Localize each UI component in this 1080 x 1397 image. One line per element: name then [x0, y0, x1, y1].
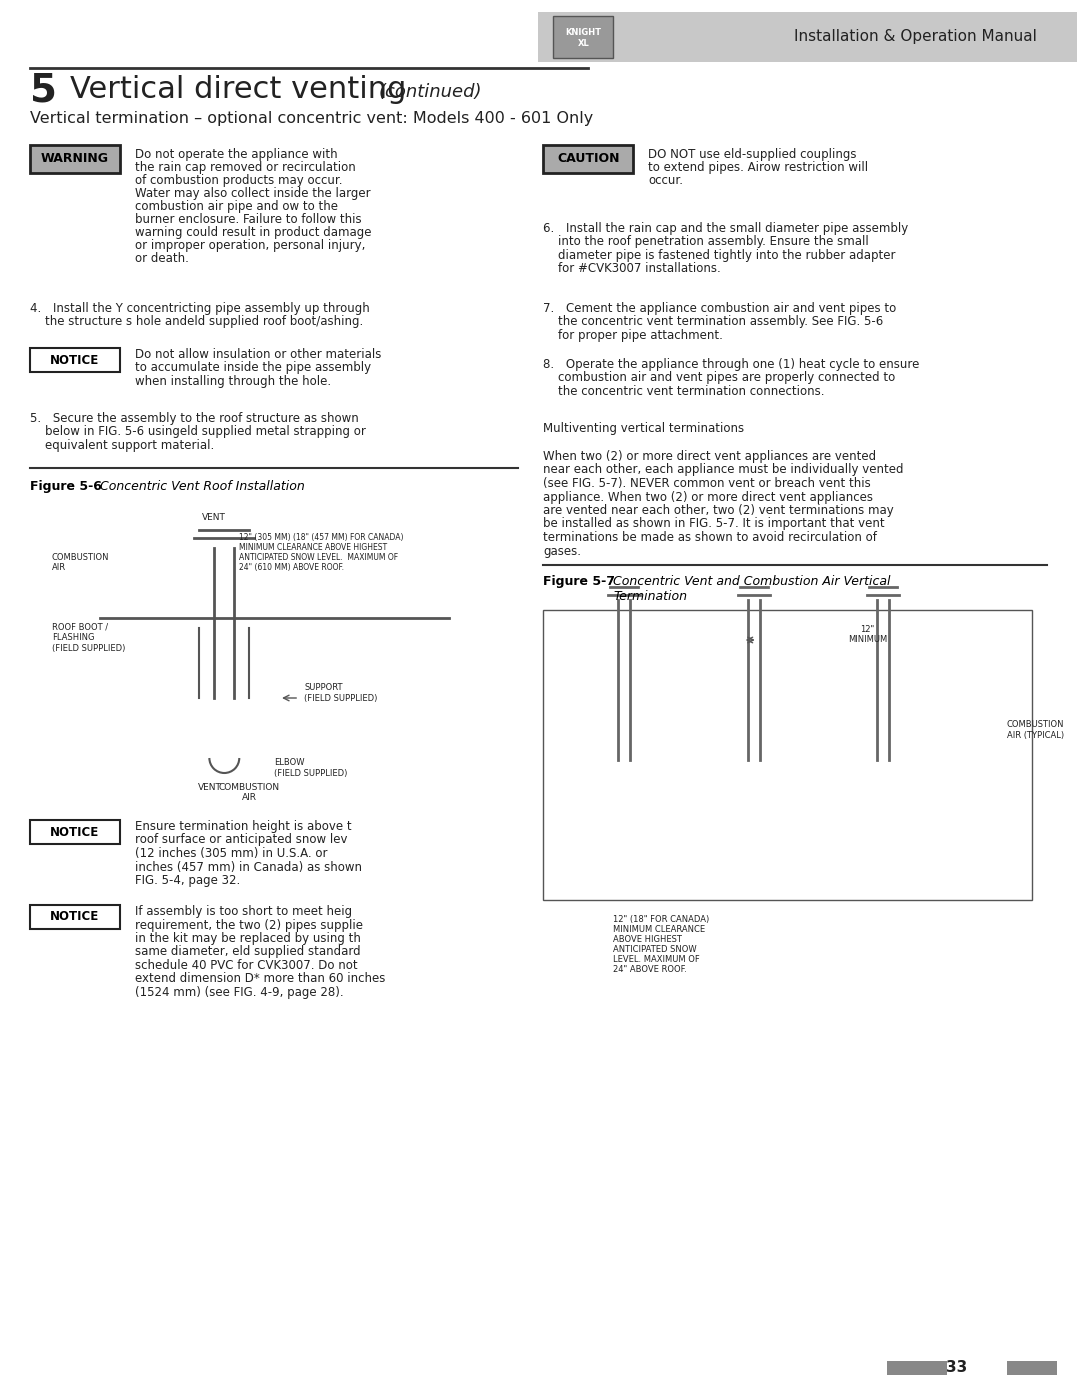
Text: to extend pipes. Airow restriction will: to extend pipes. Airow restriction will [648, 161, 868, 175]
Bar [888, 1361, 947, 1375]
Bar [30, 348, 120, 372]
Text: Concentric Vent and Combustion Air Vertical
Termination: Concentric Vent and Combustion Air Verti… [613, 576, 891, 604]
Text: occur.: occur. [648, 175, 683, 187]
Text: (12 inches (305 mm) in U.S.A. or: (12 inches (305 mm) in U.S.A. or [135, 847, 330, 861]
Text: ANTICIPATED SNOW: ANTICIPATED SNOW [613, 944, 697, 954]
Text: schedule 40 PVC for CVK3007. Do not: schedule 40 PVC for CVK3007. Do not [135, 958, 357, 972]
Bar [1007, 1361, 1057, 1375]
Text: Figure 5-6: Figure 5-6 [30, 481, 102, 493]
Text: MINIMUM CLEARANCE: MINIMUM CLEARANCE [613, 925, 705, 935]
Text: NOTICE: NOTICE [50, 826, 99, 838]
Text: Multiventing vertical terminations: Multiventing vertical terminations [543, 422, 744, 434]
Bar [30, 905, 120, 929]
Text: KNIGHT
XL: KNIGHT XL [565, 28, 602, 47]
Text: extend dimension D* more than 60 inches: extend dimension D* more than 60 inches [135, 972, 384, 985]
Text: 12" (18" FOR CANADA): 12" (18" FOR CANADA) [613, 915, 710, 923]
Text: Installation & Operation Manual: Installation & Operation Manual [794, 29, 1037, 45]
Text: Do not allow insulation or other materials: Do not allow insulation or other materia… [135, 348, 381, 360]
Text: COMBUSTION
AIR: COMBUSTION AIR [52, 553, 109, 573]
Text: LEVEL. MAXIMUM OF: LEVEL. MAXIMUM OF [613, 956, 700, 964]
Bar [543, 145, 633, 173]
Text: 24" ABOVE ROOF.: 24" ABOVE ROOF. [613, 965, 687, 974]
Text: Water may also collect inside the larger: Water may also collect inside the larger [135, 187, 370, 200]
Text: the rain cap removed or recirculation: the rain cap removed or recirculation [135, 161, 355, 175]
Text: 33: 33 [946, 1361, 968, 1376]
Text: ROOF BOOT /
FLASHING
(FIELD SUPPLIED): ROOF BOOT / FLASHING (FIELD SUPPLIED) [52, 623, 125, 652]
Bar [30, 820, 120, 844]
Text: Ensure termination height is above t: Ensure termination height is above t [135, 820, 351, 833]
Text: VENT: VENT [202, 513, 227, 522]
Text: warning could result in product damage: warning could result in product damage [135, 226, 372, 239]
Text: 6. Install the rain cap and the small diameter pipe assembly: 6. Install the rain cap and the small di… [543, 222, 908, 235]
Text: (continued): (continued) [379, 82, 483, 101]
Text: 12" (305 MM) (18" (457 MM) FOR CANADA): 12" (305 MM) (18" (457 MM) FOR CANADA) [240, 534, 404, 542]
Text: (1524 mm) (see FIG. 4-9, page 28).: (1524 mm) (see FIG. 4-9, page 28). [135, 986, 343, 999]
Text: the concentric vent termination connections.: the concentric vent termination connecti… [543, 386, 825, 398]
Text: diameter pipe is fastened tightly into the rubber adapter: diameter pipe is fastened tightly into t… [543, 249, 895, 263]
Text: into the roof penetration assembly. Ensure the small: into the roof penetration assembly. Ensu… [543, 236, 869, 249]
Text: NOTICE: NOTICE [50, 911, 99, 923]
Text: Do not operate the appliance with: Do not operate the appliance with [135, 148, 337, 161]
Text: When two (2) or more direct vent appliances are vented: When two (2) or more direct vent applian… [543, 450, 877, 462]
Text: the structure s hole andeld supplied roof boot/ashing.: the structure s hole andeld supplied roo… [30, 316, 363, 328]
Text: or improper operation, personal injury,: or improper operation, personal injury, [135, 239, 365, 251]
Text: 5: 5 [30, 71, 57, 109]
Text: 4. Install the Y concentricting pipe assembly up through: 4. Install the Y concentricting pipe ass… [30, 302, 369, 314]
Text: inches (457 mm) in Canada) as shown: inches (457 mm) in Canada) as shown [135, 861, 362, 873]
Text: COMBUSTION
AIR (TYPICAL): COMBUSTION AIR (TYPICAL) [1007, 721, 1065, 739]
Text: 8. Operate the appliance through one (1) heat cycle to ensure: 8. Operate the appliance through one (1)… [543, 358, 920, 372]
Text: below in FIG. 5-6 usingeld supplied metal strapping or: below in FIG. 5-6 usingeld supplied meta… [30, 426, 366, 439]
Text: 12"
MINIMUM: 12" MINIMUM [848, 624, 887, 644]
Text: CAUTION: CAUTION [557, 152, 620, 165]
Text: VENT: VENT [198, 782, 221, 792]
Text: or death.: or death. [135, 251, 189, 265]
Text: combustion air pipe and ow to the: combustion air pipe and ow to the [135, 200, 338, 212]
Text: Vertical termination – optional concentric vent: Models 400 - 601 Only: Vertical termination – optional concentr… [30, 110, 593, 126]
Text: for proper pipe attachment.: for proper pipe attachment. [543, 330, 724, 342]
Text: for #CVK3007 installations.: for #CVK3007 installations. [543, 263, 721, 275]
Text: SUPPORT
(FIELD SUPPLIED): SUPPORT (FIELD SUPPLIED) [305, 683, 377, 703]
Text: Vertical direct venting: Vertical direct venting [70, 75, 406, 105]
Text: appliance. When two (2) or more direct vent appliances: appliance. When two (2) or more direct v… [543, 490, 874, 503]
Text: burner enclosure. Failure to follow this: burner enclosure. Failure to follow this [135, 212, 361, 226]
Bar [538, 13, 1077, 61]
Text: to accumulate inside the pipe assembly: to accumulate inside the pipe assembly [135, 362, 370, 374]
Text: ABOVE HIGHEST: ABOVE HIGHEST [613, 935, 683, 944]
Text: FIG. 5-4, page 32.: FIG. 5-4, page 32. [135, 875, 240, 887]
Text: 7. Cement the appliance combustion air and vent pipes to: 7. Cement the appliance combustion air a… [543, 302, 896, 314]
Text: NOTICE: NOTICE [50, 353, 99, 366]
Text: near each other, each appliance must be individually vented: near each other, each appliance must be … [543, 464, 904, 476]
Text: (see FIG. 5-7). NEVER common vent or breach vent this: (see FIG. 5-7). NEVER common vent or bre… [543, 476, 872, 490]
Text: Concentric Vent Roof Installation: Concentric Vent Roof Installation [99, 481, 305, 493]
Text: of combustion products may occur.: of combustion products may occur. [135, 175, 342, 187]
Text: are vented near each other, two (2) vent terminations may: are vented near each other, two (2) vent… [543, 504, 894, 517]
Text: gases.: gases. [543, 545, 581, 557]
Text: 24" (610 MM) ABOVE ROOF.: 24" (610 MM) ABOVE ROOF. [240, 563, 345, 571]
Text: ELBOW
(FIELD SUPPLIED): ELBOW (FIELD SUPPLIED) [274, 759, 348, 778]
Text: DO NOT use eld-supplied couplings: DO NOT use eld-supplied couplings [648, 148, 856, 161]
Text: the concentric vent termination assembly. See FIG. 5-6: the concentric vent termination assembly… [543, 316, 883, 328]
Bar [553, 15, 613, 59]
Text: in the kit may be replaced by using th: in the kit may be replaced by using th [135, 932, 361, 944]
Text: combustion air and vent pipes are properly connected to: combustion air and vent pipes are proper… [543, 372, 895, 384]
Text: when installing through the hole.: when installing through the hole. [135, 374, 330, 388]
Text: COMBUSTION
AIR: COMBUSTION AIR [218, 782, 280, 802]
Text: equivalent support material.: equivalent support material. [30, 439, 214, 453]
Text: same diameter, eld supplied standard: same diameter, eld supplied standard [135, 946, 361, 958]
Bar [543, 610, 1031, 900]
Text: WARNING: WARNING [41, 152, 109, 165]
Text: Figure 5-7: Figure 5-7 [543, 576, 616, 588]
Text: terminations be made as shown to avoid recirculation of: terminations be made as shown to avoid r… [543, 531, 877, 543]
Text: If assembly is too short to meet heig: If assembly is too short to meet heig [135, 905, 352, 918]
Bar [30, 145, 120, 173]
Text: 5. Secure the assembly to the roof structure as shown: 5. Secure the assembly to the roof struc… [30, 412, 359, 425]
Text: MINIMUM CLEARANCE ABOVE HIGHEST: MINIMUM CLEARANCE ABOVE HIGHEST [240, 543, 388, 552]
Text: ANTICIPATED SNOW LEVEL.  MAXIMUM OF: ANTICIPATED SNOW LEVEL. MAXIMUM OF [240, 553, 399, 562]
Text: roof surface or anticipated snow lev: roof surface or anticipated snow lev [135, 834, 347, 847]
Text: requirement, the two (2) pipes supplie: requirement, the two (2) pipes supplie [135, 918, 363, 932]
Text: be installed as shown in FIG. 5-7. It is important that vent: be installed as shown in FIG. 5-7. It is… [543, 517, 885, 531]
